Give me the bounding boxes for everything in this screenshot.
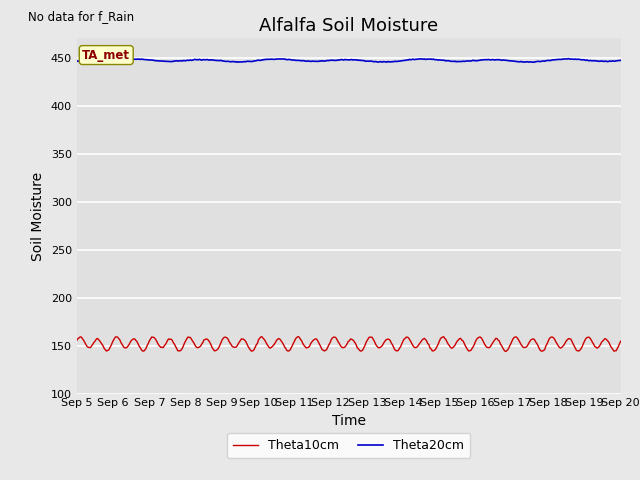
- Theta10cm: [378, 343, 386, 348]
- Theta10cm: [404, 335, 412, 341]
- Theta10cm: [502, 348, 510, 354]
- Y-axis label: Soil Moisture: Soil Moisture: [31, 171, 45, 261]
- Theta20cm: [569, 56, 577, 62]
- Text: No data for f_Rain: No data for f_Rain: [28, 10, 134, 23]
- Line: Theta20cm: Theta20cm: [77, 59, 621, 62]
- Theta10cm: [474, 335, 481, 341]
- Line: Theta10cm: Theta10cm: [77, 336, 621, 351]
- Theta10cm: [617, 338, 625, 344]
- Legend: Theta10cm, Theta20cm: Theta10cm, Theta20cm: [227, 433, 470, 458]
- Theta20cm: [474, 58, 481, 63]
- Theta10cm: [569, 341, 577, 347]
- Theta20cm: [73, 58, 81, 64]
- Theta20cm: [234, 60, 242, 65]
- Theta20cm: [303, 59, 311, 64]
- Theta20cm: [404, 57, 412, 63]
- X-axis label: Time: Time: [332, 414, 366, 428]
- Title: Alfalfa Soil Moisture: Alfalfa Soil Moisture: [259, 17, 438, 36]
- Theta20cm: [564, 56, 572, 61]
- Theta10cm: [303, 345, 311, 350]
- Theta20cm: [617, 58, 625, 63]
- Theta10cm: [294, 334, 302, 339]
- Theta10cm: [73, 337, 81, 343]
- Theta20cm: [378, 59, 386, 65]
- Theta20cm: [243, 59, 251, 64]
- Theta10cm: [242, 339, 250, 345]
- Text: TA_met: TA_met: [82, 48, 131, 61]
